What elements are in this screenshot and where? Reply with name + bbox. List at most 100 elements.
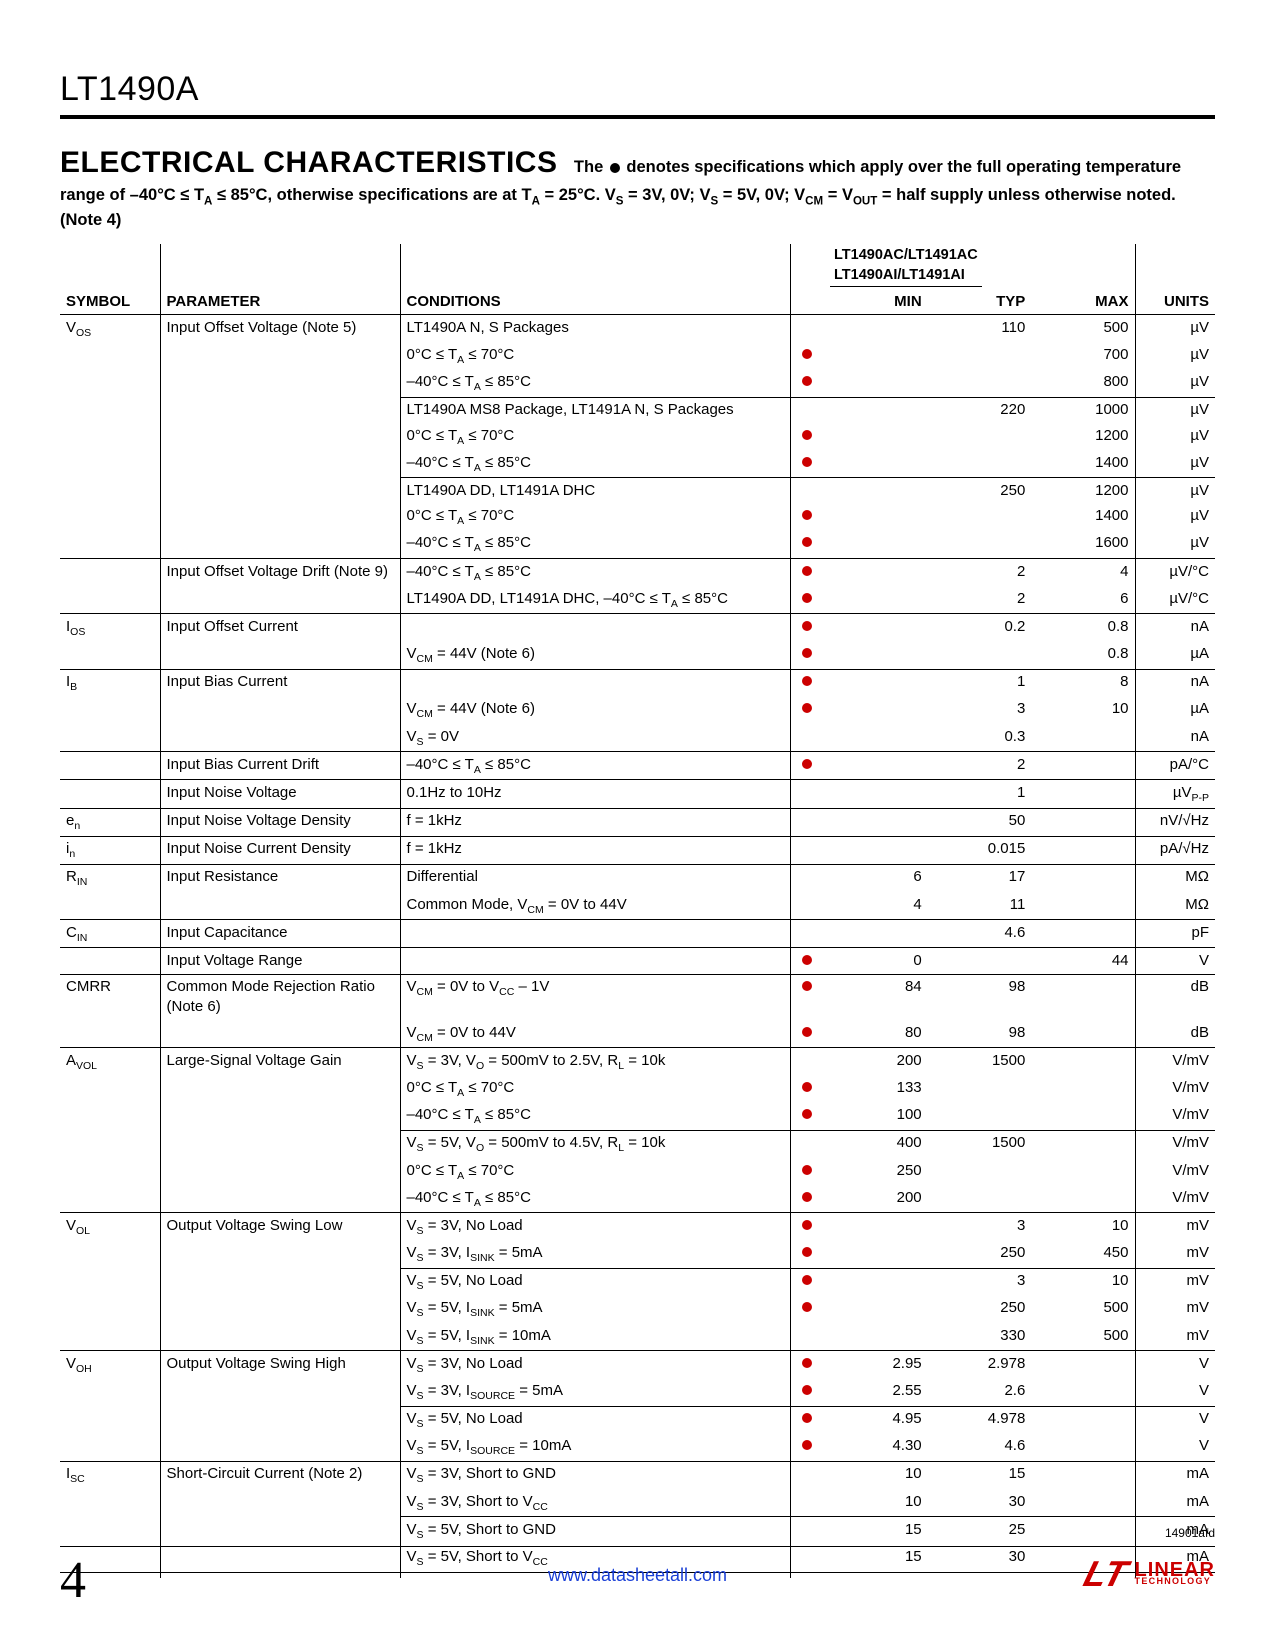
temp-range-dot-icon: [802, 1358, 812, 1368]
cell-min: 133: [824, 1076, 928, 1103]
cell-units: MΩ: [1135, 864, 1215, 892]
specifications-table: LT1490AC/LT1491AC LT1490AI/LT1491AI SYMB…: [60, 244, 1215, 1578]
cell-max: [1031, 864, 1135, 892]
cell-conditions: VCM = 0V to 44V: [400, 1020, 790, 1048]
cell-max: 500: [1031, 1296, 1135, 1323]
cell-units: V: [1135, 1378, 1215, 1406]
cell-units: nA: [1135, 669, 1215, 697]
section-header: ELECTRICAL CHARACTERISTICS The denotes s…: [60, 143, 1215, 232]
cell-conditions: –40°C ≤ TA ≤ 85°C: [400, 1103, 790, 1131]
cell-symbol: [60, 397, 160, 423]
cell-parameter: [160, 450, 400, 478]
cell-min: [824, 478, 928, 504]
cell-max: [1031, 920, 1135, 948]
cell-min: [824, 586, 928, 614]
desc-part: ≤ 85°C, otherwise specifications are at …: [212, 186, 531, 204]
table-row: CINInput Capacitance4.6pF: [60, 920, 1215, 948]
supheader-line1: LT1490AC/LT1491AC: [834, 247, 978, 263]
cell-min: [824, 669, 928, 697]
cell-typ: 250: [928, 478, 1032, 504]
cell-symbol: [60, 531, 160, 559]
cell-symbol: AVOL: [60, 1048, 160, 1076]
cell-parameter: [160, 531, 400, 559]
linear-technology-logo: LT LINEAR TECHNOLOGY: [1085, 1553, 1215, 1595]
cell-conditions: f = 1kHz: [400, 836, 790, 864]
cell-symbol: [60, 1130, 160, 1158]
cell-units: V/mV: [1135, 1048, 1215, 1076]
cell-min: [824, 752, 928, 780]
cell-max: 500: [1031, 315, 1135, 343]
col-header-typ: TYP: [928, 289, 1032, 315]
cell-min: 200: [824, 1185, 928, 1213]
cell-min: 10: [824, 1461, 928, 1489]
temp-range-dot-icon: [802, 648, 812, 658]
cell-symbol: [60, 559, 160, 587]
cell-dot: [790, 1517, 824, 1545]
table-row: ISCShort-Circuit Current (Note 2)VS = 3V…: [60, 1461, 1215, 1489]
cell-units: µV: [1135, 504, 1215, 531]
cell-units: dB: [1135, 974, 1215, 1020]
cell-parameter: [160, 1517, 400, 1545]
cell-dot: [790, 1103, 824, 1131]
table-row: –40°C ≤ TA ≤ 85°C800µV: [60, 370, 1215, 398]
cell-dot: [790, 397, 824, 423]
cell-typ: [928, 1185, 1032, 1213]
bullet-icon: [610, 163, 620, 173]
cell-dot: [790, 614, 824, 642]
cell-symbol: [60, 642, 160, 670]
cell-parameter: Input Offset Current: [160, 614, 400, 642]
cell-max: [1031, 1185, 1135, 1213]
cell-symbol: [60, 1076, 160, 1103]
cell-max: [1031, 1020, 1135, 1048]
temp-range-dot-icon: [802, 376, 812, 386]
temp-range-dot-icon: [802, 593, 812, 603]
cell-symbol: [60, 724, 160, 752]
cell-units: µV/°C: [1135, 559, 1215, 587]
cell-units: V/mV: [1135, 1076, 1215, 1103]
cell-conditions: LT1490A N, S Packages: [400, 315, 790, 343]
cell-parameter: [160, 642, 400, 670]
cell-symbol: [60, 1103, 160, 1131]
col-header-dot: [790, 289, 824, 315]
cell-conditions: LT1490A MS8 Package, LT1491A N, S Packag…: [400, 397, 790, 423]
cell-conditions: VS = 3V, VO = 500mV to 2.5V, RL = 10k: [400, 1048, 790, 1076]
cell-min: [824, 504, 928, 531]
cell-dot: [790, 1048, 824, 1076]
cell-symbol: [60, 586, 160, 614]
cell-symbol: [60, 450, 160, 478]
cell-units: pA/°C: [1135, 752, 1215, 780]
website-link[interactable]: www.datasheetall.com: [548, 1565, 727, 1586]
cell-typ: [928, 423, 1032, 450]
table-row: Input Voltage Range044V: [60, 948, 1215, 974]
cell-typ: 0.2: [928, 614, 1032, 642]
cell-max: 1000: [1031, 397, 1135, 423]
cell-conditions: VS = 5V, No Load: [400, 1406, 790, 1434]
temp-range-dot-icon: [802, 1275, 812, 1285]
desc-part: = V: [823, 186, 853, 204]
cell-max: [1031, 780, 1135, 808]
cell-min: 2.55: [824, 1378, 928, 1406]
temp-range-dot-icon: [802, 510, 812, 520]
table-row: VS = 5V, ISINK = 5mA250500mV: [60, 1296, 1215, 1323]
cell-symbol: [60, 1323, 160, 1351]
cell-max: 10: [1031, 1213, 1135, 1241]
cell-min: 84: [824, 974, 928, 1020]
cell-symbol: VOL: [60, 1213, 160, 1241]
cell-symbol: [60, 1185, 160, 1213]
cell-min: [824, 697, 928, 724]
cell-typ: [928, 343, 1032, 370]
cell-units: V/mV: [1135, 1185, 1215, 1213]
cell-conditions: Differential: [400, 864, 790, 892]
cell-units: pF: [1135, 920, 1215, 948]
cell-typ: 250: [928, 1241, 1032, 1269]
cell-typ: 17: [928, 864, 1032, 892]
cell-min: 4.30: [824, 1434, 928, 1462]
cell-max: [1031, 1517, 1135, 1545]
table-row: Input Noise Voltage0.1Hz to 10Hz1µVP-P: [60, 780, 1215, 808]
cell-parameter: [160, 1323, 400, 1351]
cell-typ: 4.6: [928, 1434, 1032, 1462]
cell-dot: [790, 1020, 824, 1048]
cell-dot: [790, 724, 824, 752]
cell-dot: [790, 1378, 824, 1406]
cell-min: 10: [824, 1489, 928, 1517]
